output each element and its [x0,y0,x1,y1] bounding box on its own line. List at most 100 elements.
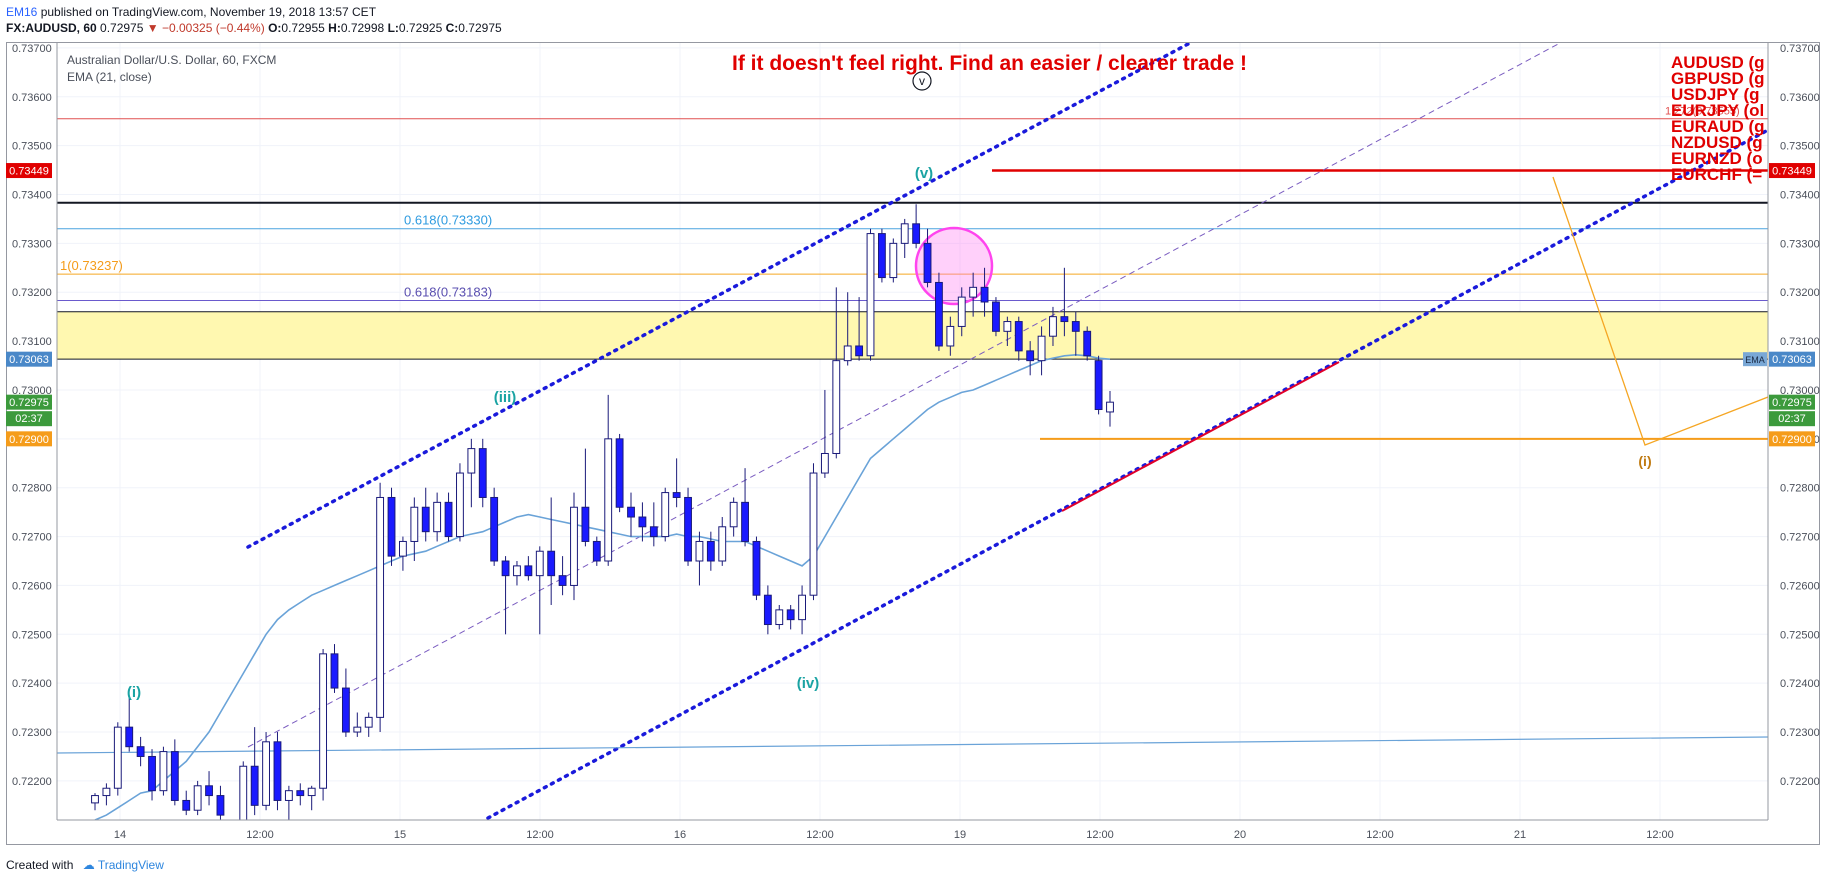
candle-down [170,739,179,806]
candle-body [1037,335,1046,362]
fib-label: 0.618(0.73330) [404,213,492,228]
price-change: ▼ −0.00325 (−0.44%) [146,21,265,35]
candle-body [729,501,738,528]
y-tick-label: 0.73600 [1780,92,1820,104]
annotations: (i) (iii) (iv) (v) (i) [127,165,1652,701]
candle-body [296,790,305,797]
candle-body [490,496,499,562]
candle-up [570,492,578,601]
pair-item: NZDUSD (g [1671,133,1763,152]
countdown-tag-left: 02:37 [15,413,43,425]
high-label: H: [328,21,341,35]
candle-down [490,487,499,566]
candle-down [592,536,601,566]
candle-up [319,648,328,801]
candle-up [433,492,442,542]
candle-up [353,712,362,737]
candle-up [695,531,704,586]
candle-up [866,228,875,361]
pair-item: EURAUD (g [1671,117,1765,136]
y-tick-label-left: 0.72700 [12,532,52,544]
candle-down [273,732,282,811]
x-tick-label: 12:00 [806,829,834,841]
candle-up [843,292,852,366]
candle-up [1003,316,1012,346]
candle-up [410,497,419,561]
last-price-tag-bg [1769,394,1815,410]
wave-v-circle [912,71,932,91]
candle-up [957,287,966,337]
candle-up [364,712,373,737]
open-value: 0.72955 [281,21,325,35]
candle-up [809,463,818,601]
candle-down [1094,355,1103,415]
candle-up [399,536,407,571]
candle-body [980,286,989,303]
candle-down [250,727,259,816]
candle-down [444,492,453,542]
candle-down [992,297,1000,337]
tradingview-logo[interactable]: ☁ TradingView [82,858,164,872]
candle-down [136,736,145,767]
candle-up [262,732,270,811]
y-tick-label-left: 0.73700 [12,43,52,55]
candle-down [649,502,658,547]
x-tick-label: 20 [1234,829,1246,841]
candle-down [786,604,795,630]
x-tick-label: 21 [1514,829,1526,841]
candle-body [992,301,1000,332]
y-tick-label-left: 0.72400 [12,678,52,690]
y-tick-label: 0.73500 [1780,141,1820,153]
y-tick-label-left: 0.73200 [12,287,52,299]
candle-down [855,297,864,361]
candle-body [935,281,943,347]
countdown-tag-left-bg [6,411,52,427]
indicator-legend: EMA (21, close) [67,70,152,84]
channel-lower-line [486,128,1768,820]
ema-tag-left-bg [6,351,52,367]
projection-path [1552,176,1768,446]
price-tags: 0.73449 0.73449 0.73063 0.73063 0.72975 0.729… [6,163,1815,447]
candle-body [364,716,373,728]
y-tick-label-left: 0.73300 [12,238,52,250]
candle-up [661,487,670,542]
candle-up [729,497,738,537]
candle-down [330,644,339,693]
candle-up [820,389,829,478]
close-value: 0.72975 [458,21,502,35]
candle-body [376,496,385,718]
candle-body [456,472,464,538]
candle-up [456,463,464,542]
fib-label: 1.272(0.73555) [1665,106,1740,118]
price-axis[interactable]: 0.72200 0.72200 0.72300 0.72300 0.72400 0.724… [12,43,1820,820]
x-tick-label: 12:00 [1086,829,1114,841]
ema-tag: 0.73063 [1772,354,1812,366]
candle-up [775,604,784,630]
x-tick-label: 19 [954,829,966,841]
author-link[interactable]: EM16 [6,5,38,19]
candle-up [193,780,202,816]
y-tick-label: 0.73700 [1780,43,1820,55]
x-tick-label: 12:00 [1366,829,1394,841]
candle-up [798,585,806,635]
candle-body [159,751,168,792]
candle-body [193,785,202,811]
candle-body [524,565,533,577]
fib-label: 1(0.73237) [60,258,123,273]
resistance-tag-left-bg [6,163,52,179]
time-axis[interactable]: 14 12:00 15 12:00 16 12:00 19 12:00 20 12:00 21 12:… [57,819,1768,841]
y-tick-label: 0.73200 [1780,287,1820,299]
y-tick-label: 0.73400 [1780,189,1820,201]
candle-body [752,540,761,596]
candle-body [798,594,806,621]
candle-body [866,233,875,357]
open-label: O: [268,21,282,35]
resistance-tag: 0.73449 [1772,166,1812,178]
candle-body [912,223,921,244]
created-with-text: Created with [6,858,74,872]
fib-label: 0.618(0.73183) [404,285,492,300]
x-tick-label: 16 [674,829,686,841]
candle-down [1060,267,1069,337]
